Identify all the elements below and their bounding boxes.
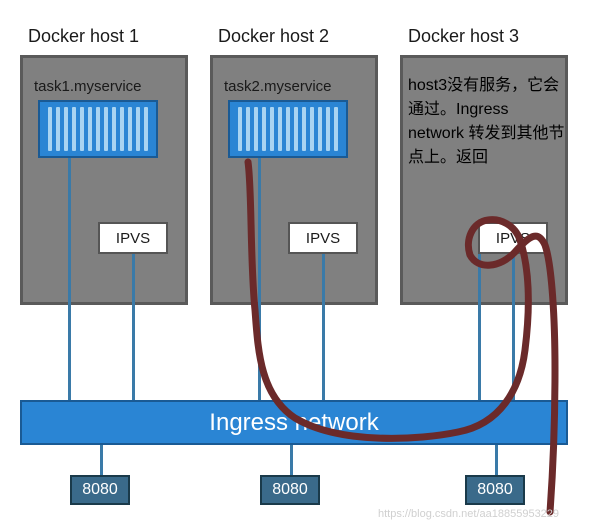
watermark: https://blog.csdn.net/aa18855953229: [378, 508, 559, 520]
port-box-3: 8080: [465, 475, 525, 505]
vline: [100, 445, 103, 475]
ipvs-box-3: IPVS: [478, 222, 548, 254]
port-box-2: 8080: [260, 475, 320, 505]
ipvs-box-2: IPVS: [288, 222, 358, 254]
host-label-2: Docker host 2: [218, 26, 329, 47]
diagram-root: Docker host 1 task1.myservice IPVS Docke…: [0, 0, 594, 524]
vline: [68, 158, 71, 400]
vline: [322, 254, 325, 400]
task-label-2: task2.myservice: [224, 78, 332, 95]
container-icon-1: [38, 100, 158, 158]
vline: [495, 445, 498, 475]
container-icon-2: [228, 100, 348, 158]
host-label-3: Docker host 3: [408, 26, 519, 47]
vline: [512, 254, 515, 400]
vline: [478, 254, 481, 400]
vline: [132, 254, 135, 400]
ipvs-box-1: IPVS: [98, 222, 168, 254]
vline: [290, 445, 293, 475]
vline: [258, 158, 261, 400]
annotation-text: host3没有服务，它会通过。Ingress network 转发到其他节点上。…: [408, 74, 568, 170]
host-label-1: Docker host 1: [28, 26, 139, 47]
port-box-1: 8080: [70, 475, 130, 505]
task-label-1: task1.myservice: [34, 78, 142, 95]
ingress-network-bar: Ingress network: [20, 400, 568, 445]
